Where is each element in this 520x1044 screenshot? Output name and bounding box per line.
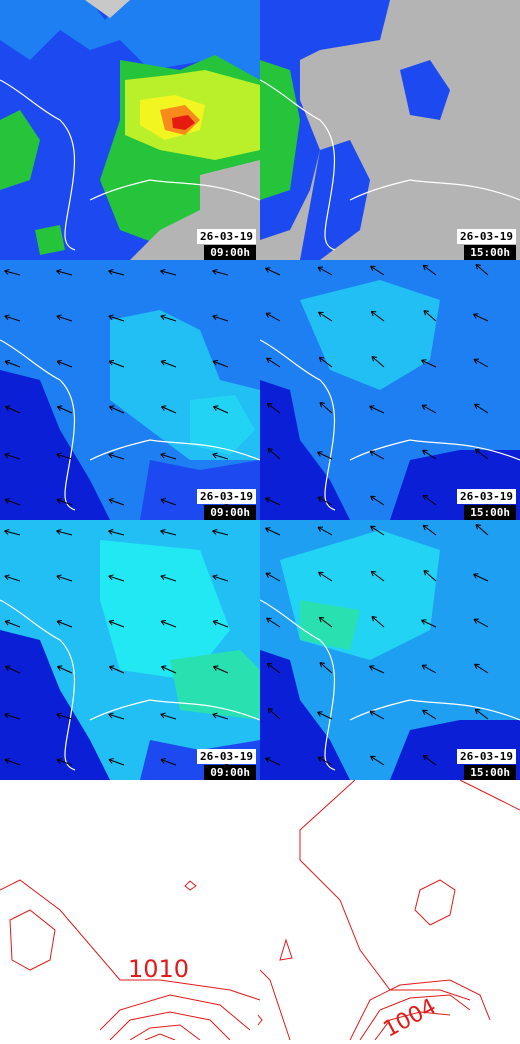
wind-arrow-head [475,449,480,450]
wind-arrow-head [319,357,324,358]
wind-arrow-head [475,709,480,710]
wind-arrow-head [161,666,166,667]
time-label: 15:00h [464,245,516,260]
wind-map-a-0900: 26-03-19 09:00h [0,260,260,520]
wind-arrow-head [319,617,324,618]
wind-arrow-head [265,528,270,529]
wind-arrow-head [421,620,426,621]
precip-map-0900: 26-03-19 09:00h [0,0,260,260]
date-label: 26-03-19 [197,749,256,764]
wind-arrow-head [265,758,270,759]
pressure-isobar-map: 1010 1004 [0,780,520,1040]
wind-arrow-head [161,406,166,407]
wind-arrow-head [473,574,478,575]
wind-arrow-head [423,755,428,756]
wind-arrow-head [265,268,270,269]
time-label: 09:00h [204,765,256,780]
wind-arrow-head [5,406,10,407]
time-label: 09:00h [204,245,256,260]
date-label: 26-03-19 [197,229,256,244]
wind-arrow-head [423,525,428,526]
precip-field-1500 [260,0,520,260]
wind-arrow-head [267,663,272,664]
isobar-label: 1010 [128,955,189,983]
precip-map-1500: 26-03-19 15:00h [260,0,520,260]
wind-arrow-head [369,406,374,407]
wind-arrow-head [421,360,426,361]
wind-arrow-head [265,498,270,499]
wind-arrow-head [317,712,322,713]
time-label: 09:00h [204,505,256,520]
wind-field-b-0900 [0,520,260,780]
isobar-lines [0,780,520,1040]
wind-arrow-head [57,666,62,667]
wind-arrow-head [423,265,428,266]
wind-field-a-0900 [0,260,260,520]
date-label: 26-03-19 [197,489,256,504]
time-label: 15:00h [464,765,516,780]
wind-arrow-head [423,495,428,496]
precip-field-0900 [0,0,260,260]
wind-field-b-1500 [260,520,520,780]
wind-arrow-head [109,666,114,667]
wind-map-a-1500: 26-03-19 15:00h [260,260,520,520]
wind-map-b-1500: 26-03-19 15:00h [260,520,520,780]
wind-arrow-head [109,406,114,407]
wind-arrow-head [369,666,374,667]
wind-arrow-head [5,666,10,667]
wind-arrow-head [371,571,376,572]
date-label: 26-03-19 [457,229,516,244]
wind-map-b-0900: 26-03-19 09:00h [0,520,260,780]
date-label: 26-03-19 [457,749,516,764]
wind-arrow-head [213,406,218,407]
wind-arrow-head [473,314,478,315]
wind-arrow-head [317,452,322,453]
time-label: 15:00h [464,505,516,520]
date-label: 26-03-19 [457,489,516,504]
wind-arrow-head [267,403,272,404]
wind-field-a-1500 [260,260,520,520]
wind-arrow-head [371,311,376,312]
wind-arrow-head [57,406,62,407]
wind-arrow-head [213,666,218,667]
